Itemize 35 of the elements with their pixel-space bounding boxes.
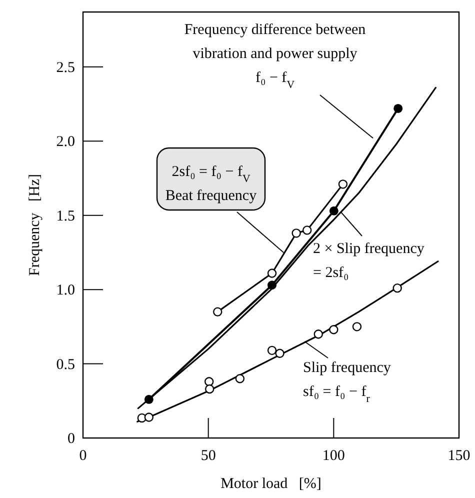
point (352, 322, 362, 332)
point (314, 330, 323, 339)
point (329, 325, 338, 334)
y-tick-label: 1.0 (56, 282, 75, 299)
line-series (136, 260, 439, 422)
y-tick-label: 1.5 (56, 208, 75, 224)
x-axis-title: Motor load [%] (220, 476, 322, 492)
y-axis-title: Frequency [Hz] (27, 174, 43, 276)
point (329, 206, 338, 216)
x-tick-label: 150 (448, 448, 470, 464)
point (338, 180, 348, 189)
x-tick-label: 50 (200, 448, 216, 464)
point (204, 376, 214, 386)
point (213, 307, 222, 316)
annotation: Frequency difference between vibration and power supply f₀ − f$_{V}$ (184, 22, 366, 91)
annotation: 2sf₀ = f₀ − f$_{V}$ Beat frequency (165, 164, 258, 204)
x-tick-label: 0 (79, 448, 87, 464)
annotation: Slip frequency sf₀ = f₀ − f$_{r}$ (303, 360, 392, 405)
point (235, 374, 245, 384)
x-tick-label: 100 (322, 448, 345, 464)
annotation: 2 × Slip frequency = 2sf₀ (313, 241, 425, 281)
point (267, 268, 277, 278)
point (144, 412, 154, 422)
point (275, 348, 284, 358)
line-series (137, 86, 436, 410)
point (267, 346, 277, 356)
y-tick-label: 0 (68, 431, 75, 447)
point (204, 384, 214, 394)
y-tick-label: 0.5 (56, 356, 75, 373)
point (392, 283, 402, 293)
point (302, 226, 312, 235)
point (394, 104, 403, 113)
y-tick-label: 2.5 (56, 60, 75, 76)
point (292, 228, 301, 238)
y-tick-label: 2.0 (56, 134, 75, 150)
